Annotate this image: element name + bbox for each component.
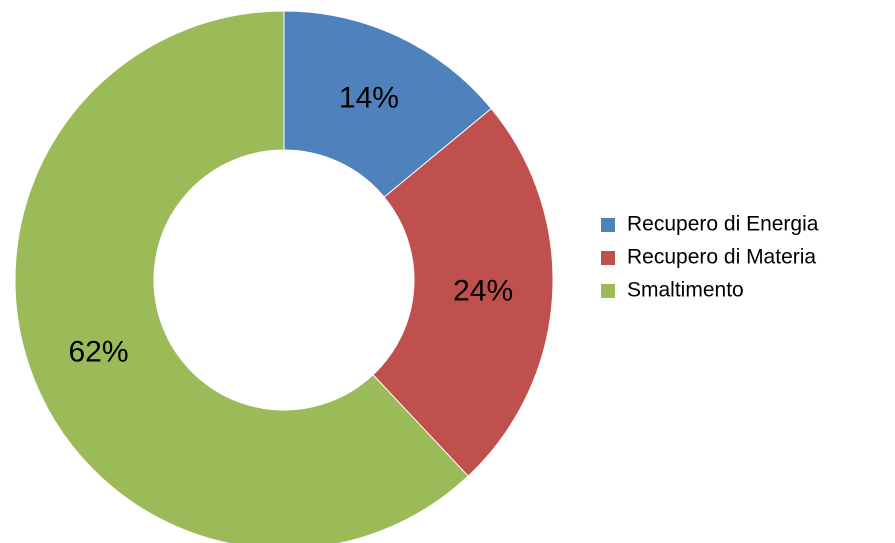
donut-segment <box>14 10 469 543</box>
legend-label: Recupero di Materia <box>627 246 816 269</box>
data-label: 24% <box>453 274 513 307</box>
legend-label: Smaltimento <box>627 279 744 302</box>
legend-swatch <box>601 284 615 298</box>
donut-segment <box>283 10 492 198</box>
legend-label: Recupero di Energia <box>627 213 819 236</box>
data-label: 62% <box>68 335 128 368</box>
legend-swatch <box>601 251 615 265</box>
legend-swatch <box>601 218 615 232</box>
donut-segment <box>372 107 554 477</box>
data-label: 14% <box>339 81 399 114</box>
